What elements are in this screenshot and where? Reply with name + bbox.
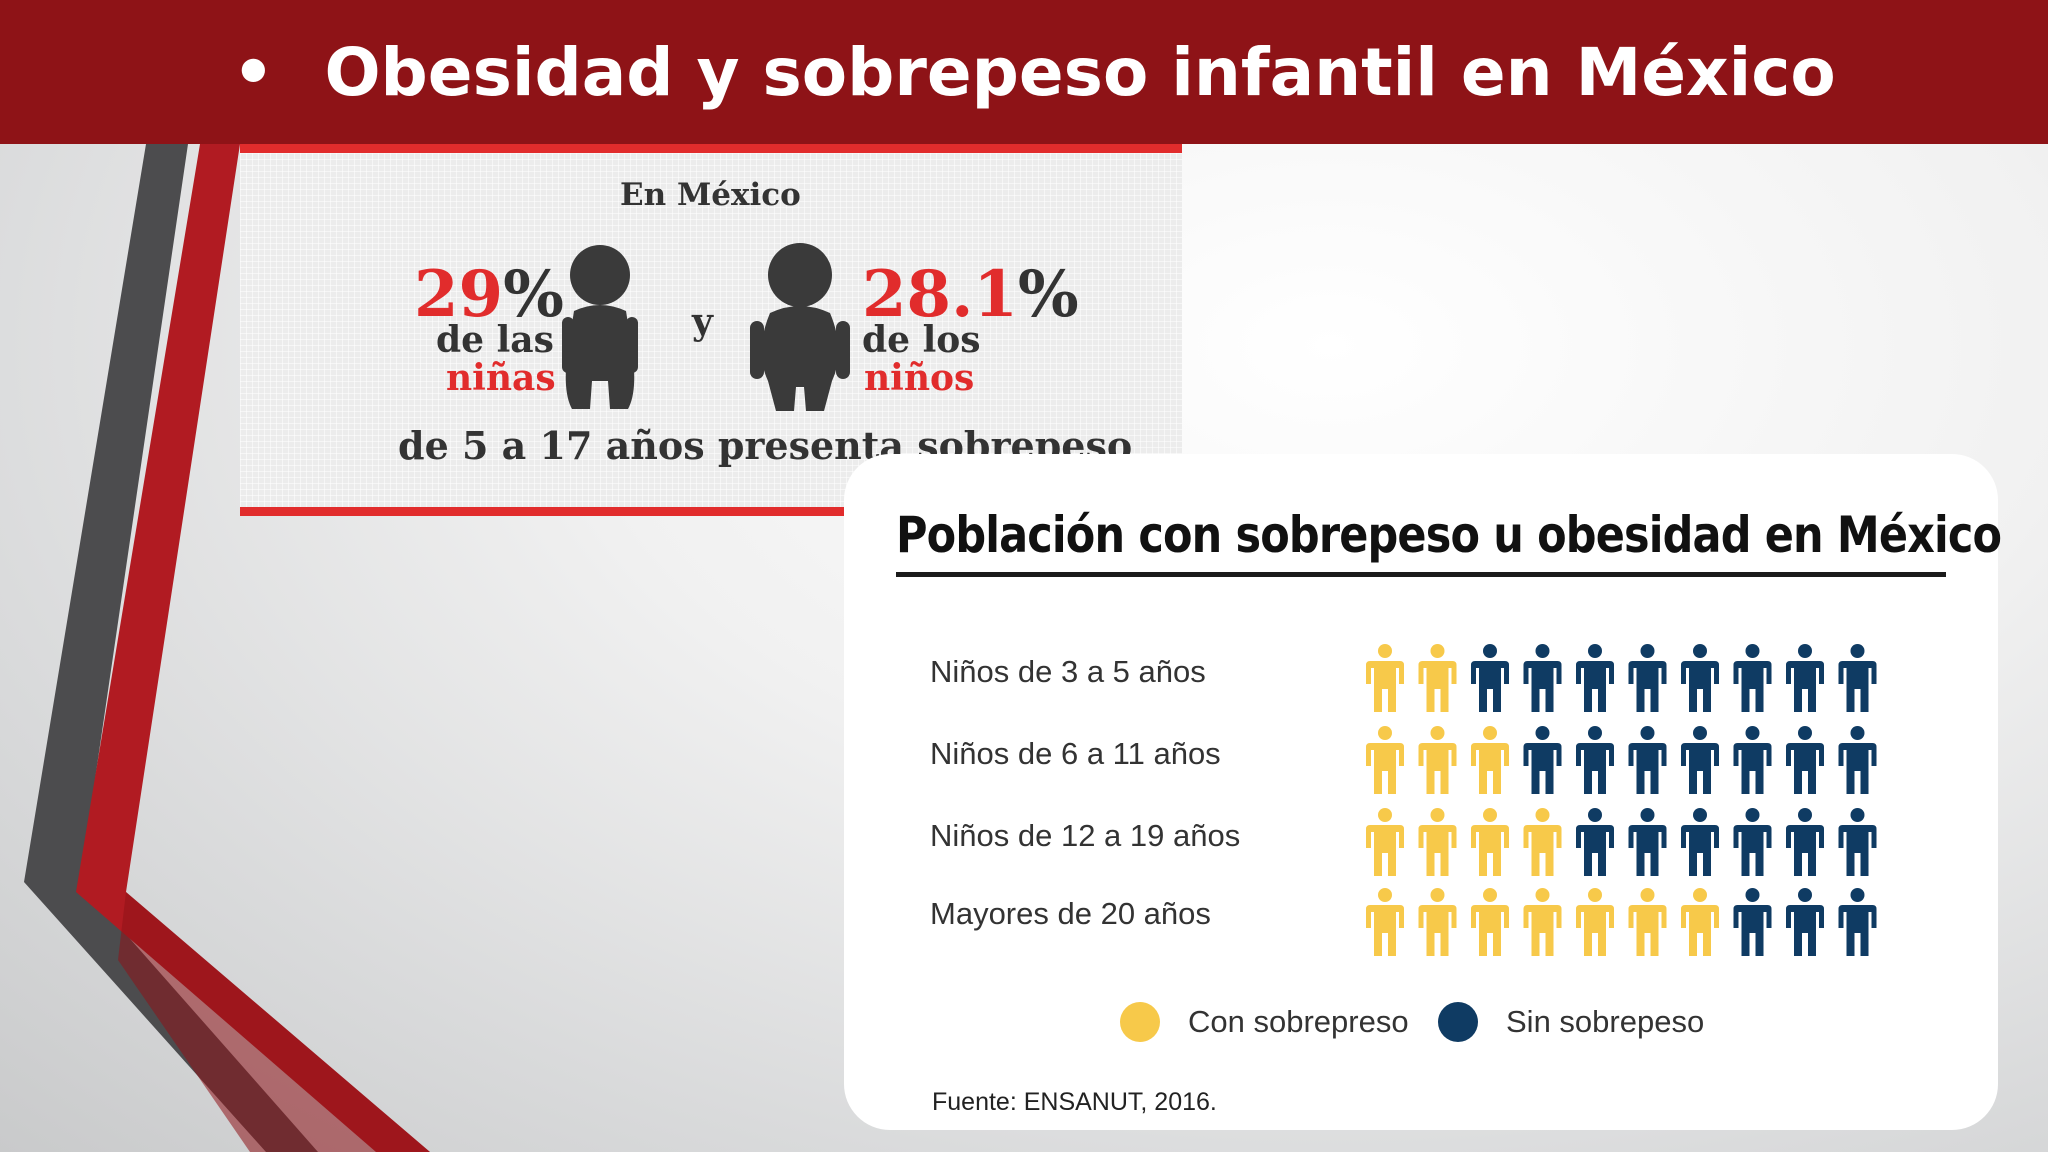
- person-icon-not-overweight: [1733, 808, 1772, 876]
- title-bullet: •: [232, 33, 275, 111]
- person-icon-not-overweight: [1523, 644, 1562, 712]
- person-icon-not-overweight: [1576, 726, 1614, 794]
- person-icon-not-overweight: [1471, 644, 1509, 712]
- decor-red-wedge: [118, 892, 430, 1152]
- pictogram-grid: [1366, 644, 1877, 956]
- person-icon-not-overweight: [1838, 888, 1877, 956]
- person-icon-overweight: [1628, 888, 1667, 956]
- boy-silhouette-icon: [750, 243, 850, 411]
- infographic-childhood-overweight: En México 29% de las niñas y 28.1% de lo…: [240, 144, 1182, 516]
- person-icon-overweight: [1418, 808, 1457, 876]
- person-icon-overweight: [1418, 644, 1457, 712]
- title-bar: • Obesidad y sobrepeso infantil en México: [0, 0, 2048, 144]
- person-icon-not-overweight: [1786, 726, 1824, 794]
- girls-percent: 29%: [414, 257, 564, 332]
- person-icon-overweight: [1418, 726, 1457, 794]
- person-icon-not-overweight: [1786, 888, 1824, 956]
- person-icon-not-overweight: [1786, 644, 1824, 712]
- decor-red-stripe: [76, 144, 430, 1152]
- person-icon-overweight: [1471, 808, 1509, 876]
- person-icon-not-overweight: [1628, 808, 1667, 876]
- legend-label-overweight: Con sobrepreso: [1188, 1004, 1409, 1039]
- person-icon-not-overweight: [1733, 726, 1772, 794]
- person-icon-not-overweight: [1681, 644, 1719, 712]
- legend-label-not-overweight: Sin sobrepeso: [1506, 1004, 1705, 1039]
- person-icon-overweight: [1471, 726, 1509, 794]
- row-label-6-11: Niños de 6 a 11 años: [930, 736, 1221, 771]
- boys-percent: 28.1%: [862, 257, 1079, 332]
- infographic-header: En México: [620, 177, 801, 213]
- boys-line2: niños: [864, 357, 975, 399]
- person-icon-overweight: [1471, 888, 1509, 956]
- person-icon-overweight: [1366, 888, 1404, 956]
- legend-swatch-overweight: [1120, 1002, 1160, 1042]
- source-note: Fuente: ENSANUT, 2016.: [932, 1088, 1217, 1116]
- title-text: Obesidad y sobrepeso infantil en México: [324, 33, 1836, 111]
- legend-swatch-not-overweight: [1438, 1002, 1478, 1042]
- person-icon-not-overweight: [1628, 644, 1667, 712]
- person-icon-not-overweight: [1838, 726, 1877, 794]
- person-icon-overweight: [1418, 888, 1457, 956]
- person-icon-overweight: [1523, 888, 1562, 956]
- infographic-population-overweight: Población con sobrepeso u obesidad en Mé…: [844, 454, 2002, 1130]
- infographic-title: Población con sobrepeso u obesidad en Mé…: [896, 506, 2002, 564]
- boys-line1: de los: [862, 319, 981, 361]
- person-icon-overweight: [1681, 888, 1719, 956]
- person-icon-not-overweight: [1733, 644, 1772, 712]
- person-icon-not-overweight: [1681, 808, 1719, 876]
- decor-gray-stripe: [24, 144, 318, 1152]
- person-icon-overweight: [1523, 808, 1562, 876]
- person-icon-not-overweight: [1838, 808, 1877, 876]
- person-icon-not-overweight: [1523, 726, 1562, 794]
- person-icon-not-overweight: [1576, 808, 1614, 876]
- girls-line2: niñas: [446, 357, 556, 399]
- person-icon-not-overweight: [1628, 726, 1667, 794]
- person-icon-not-overweight: [1681, 726, 1719, 794]
- person-icon-not-overweight: [1733, 888, 1772, 956]
- girl-silhouette-icon: [562, 245, 638, 409]
- person-icon-overweight: [1366, 644, 1404, 712]
- person-icon-not-overweight: [1786, 808, 1824, 876]
- title-underline: [896, 572, 1946, 577]
- row-label-20-plus: Mayores de 20 años: [930, 896, 1211, 931]
- person-icon-not-overweight: [1838, 644, 1877, 712]
- person-icon-overweight: [1576, 888, 1614, 956]
- row-label-12-19: Niños de 12 a 19 años: [930, 818, 1241, 853]
- row-label-3-5: Niños de 3 a 5 años: [930, 654, 1206, 689]
- person-icon-overweight: [1366, 726, 1404, 794]
- person-icon-overweight: [1366, 808, 1404, 876]
- girls-line1: de las: [436, 319, 554, 361]
- conjunction: y: [692, 301, 713, 343]
- slide-title: • Obesidad y sobrepeso infantil en México: [232, 34, 1835, 111]
- person-icon-not-overweight: [1576, 644, 1614, 712]
